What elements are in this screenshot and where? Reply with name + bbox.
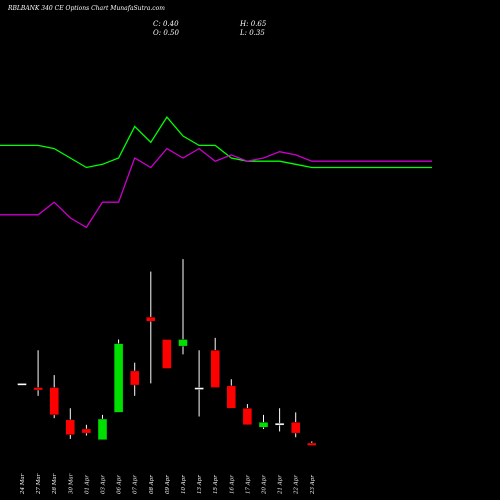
x-tick-label: 15 Apr bbox=[213, 475, 219, 494]
candle-body bbox=[274, 422, 285, 426]
candle-body bbox=[81, 428, 92, 434]
candle-body bbox=[33, 387, 43, 391]
x-tick-label: 27 Mar bbox=[36, 473, 42, 495]
candle-body bbox=[210, 350, 220, 388]
candle-body bbox=[291, 422, 301, 434]
x-tick-label: 08 Apr bbox=[149, 475, 155, 494]
candlesticks bbox=[17, 259, 317, 446]
x-tick-label: 23 Apr bbox=[310, 475, 316, 495]
candle-body bbox=[146, 316, 156, 322]
x-tick-label: 09 Apr bbox=[165, 475, 171, 494]
candle-body bbox=[17, 383, 27, 386]
x-tick-label: 24 Mar bbox=[20, 473, 26, 495]
x-tick-label: 01 Apr bbox=[84, 475, 90, 494]
low-readout: L: 0.35 bbox=[240, 29, 265, 37]
close-readout: C: 0.40 bbox=[153, 20, 179, 28]
candle-body bbox=[242, 408, 253, 426]
candle-body bbox=[65, 419, 76, 435]
candle-body bbox=[178, 339, 188, 347]
candle-body bbox=[162, 339, 172, 369]
candle-body bbox=[49, 387, 59, 416]
candle-body bbox=[194, 387, 204, 390]
candle-body bbox=[258, 422, 269, 428]
x-tick-label: 21 Apr bbox=[278, 475, 284, 495]
open-readout: O: 0.50 bbox=[153, 29, 179, 37]
chart-title: RBLBANK 340 CE Options Chart MunafaSutra… bbox=[8, 5, 165, 12]
x-tick-label: 10 Apr bbox=[181, 475, 187, 494]
candle-body bbox=[226, 385, 237, 409]
x-axis-date-labels: 24 Mar 27 Mar 28 Mar 30 Mar 01 Apr 03 Apr 06 A… bbox=[20, 473, 316, 495]
x-tick-label: 13 Apr bbox=[197, 475, 203, 494]
x-tick-label: 03 Apr bbox=[101, 475, 107, 494]
candle-body bbox=[97, 418, 108, 440]
x-tick-label: 22 Apr bbox=[294, 475, 300, 495]
x-tick-label: 07 Apr bbox=[133, 475, 139, 494]
x-tick-label: 17 Apr bbox=[245, 475, 251, 494]
x-tick-label: 30 Mar bbox=[68, 473, 74, 494]
candle-body bbox=[113, 343, 124, 413]
series-line-2 bbox=[0, 147, 432, 229]
candle-body bbox=[307, 442, 317, 446]
candle-body bbox=[129, 370, 140, 386]
x-tick-label: 28 Mar bbox=[52, 473, 58, 495]
x-tick-label: 20 Apr bbox=[262, 475, 268, 495]
series-line-1 bbox=[0, 116, 432, 169]
x-tick-label: 06 Apr bbox=[117, 475, 123, 494]
high-readout: H: 0.65 bbox=[240, 20, 267, 28]
x-tick-label: 16 Apr bbox=[229, 475, 235, 494]
moving-average-lines bbox=[0, 116, 432, 229]
